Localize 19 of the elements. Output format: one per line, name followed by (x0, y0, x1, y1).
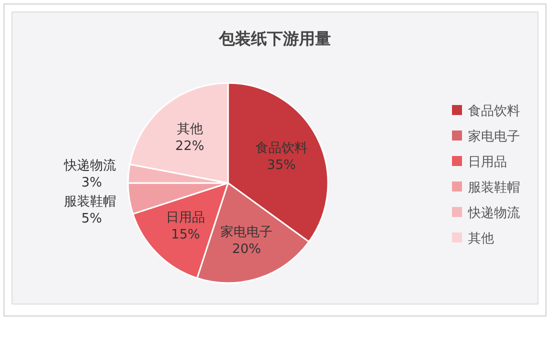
chart-title: 包装纸下游用量 (218, 29, 331, 48)
slice-label: 食品饮料 (255, 140, 308, 156)
slice-label: 服装鞋帽 (64, 194, 116, 210)
slice-label: 其他 (176, 122, 203, 137)
legend-label: 家电电子 (468, 128, 520, 144)
data-label: 3% (81, 176, 102, 191)
data-label: 35% (267, 158, 296, 173)
legend-label: 食品饮料 (468, 104, 520, 119)
slice-label: 快递物流 (63, 158, 116, 174)
slice-label: 家电电子 (220, 224, 273, 240)
legend-label: 快递物流 (467, 205, 520, 221)
slice-label: 日用品 (166, 210, 206, 226)
data-label: 20% (232, 242, 261, 258)
data-label: 15% (171, 227, 200, 242)
legend-label: 其他 (468, 232, 494, 246)
legend-label: 服装鞋帽 (468, 180, 520, 196)
legend-label: 日用品 (468, 155, 507, 170)
data-label: 22% (175, 138, 204, 154)
data-label: 5% (81, 212, 102, 227)
